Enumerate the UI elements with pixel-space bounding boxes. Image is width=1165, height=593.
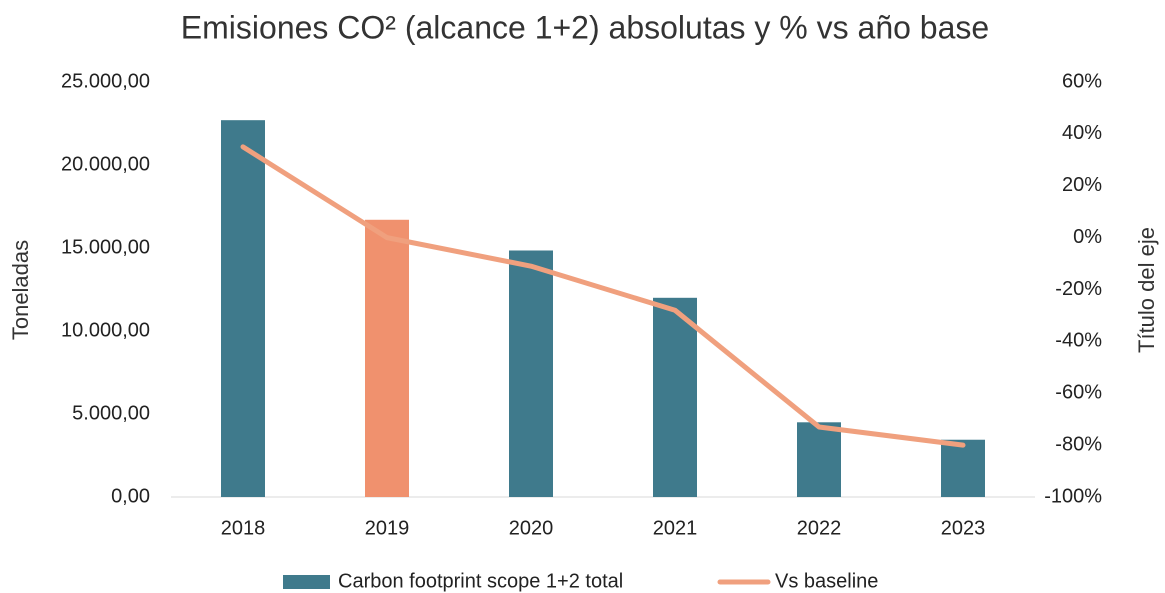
x-tick-label: 2023: [941, 517, 986, 539]
bar: [221, 120, 265, 498]
x-tick-label: 2022: [797, 517, 842, 539]
y-tick-label: 10.000,00: [61, 319, 150, 341]
y-tick-label: 25.000,00: [61, 70, 150, 92]
bar: [797, 422, 841, 497]
y2-tick-label: -20%: [1055, 278, 1102, 300]
y2-tick-label: 40%: [1062, 122, 1102, 144]
y2-tick-label: -80%: [1055, 433, 1102, 455]
line: [240, 144, 966, 448]
legend-label: Vs baseline: [775, 570, 878, 592]
bar: [653, 297, 697, 497]
x-tick-label: 2021: [653, 517, 698, 539]
y2-tick-label: -100%: [1044, 485, 1102, 507]
x-tick-label: 2019: [365, 517, 410, 539]
y2-tick-label: 60%: [1062, 70, 1102, 92]
chart-title: Emisiones CO² (alcance 1+2) absolutas y …: [181, 9, 989, 45]
y2-tick-label: -40%: [1055, 330, 1102, 352]
y2-axis-title: Título del eje: [1134, 227, 1159, 353]
y-tick-label: 20.000,00: [61, 153, 150, 175]
y-tick-label: 15.000,00: [61, 236, 150, 258]
y-tick-label: 0,00: [111, 485, 150, 507]
legend-swatch: [283, 575, 330, 589]
legend-label: Carbon footprint scope 1+2 total: [338, 570, 623, 592]
y2-tick-label: 0%: [1073, 226, 1102, 248]
x-tick-label: 2018: [221, 517, 266, 539]
bar: [365, 219, 409, 497]
y-tick-label: 5.000,00: [72, 402, 150, 424]
x-tick-label: 2020: [509, 517, 554, 539]
y2-tick-label: 20%: [1062, 174, 1102, 196]
y-axis-title: Toneladas: [8, 240, 33, 340]
bar: [509, 250, 553, 497]
y2-tick-label: -60%: [1055, 382, 1102, 404]
bar: [941, 439, 985, 497]
